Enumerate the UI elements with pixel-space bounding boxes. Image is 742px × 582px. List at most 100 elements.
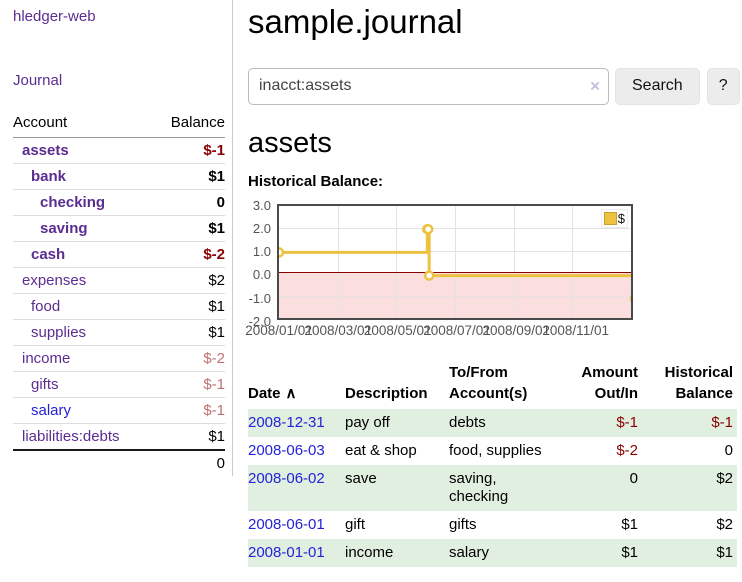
account-link-cash[interactable]: cash [31, 246, 66, 263]
register-row: 2008-06-03 eat & shop food, supplies $-2… [248, 437, 737, 465]
x-tick-label: 2008/09/01 [482, 322, 551, 338]
sidebar: hledger-web Journal Account Balance asse… [0, 0, 233, 476]
account-link-gifts[interactable]: gifts [31, 376, 59, 393]
transaction-account: food, supplies [449, 441, 542, 459]
register-row: 2008-12-31 pay off debts $-1 $-1 [248, 408, 737, 437]
accounts-table: Account Balance assets $-1 bank $1 check… [13, 110, 225, 476]
transaction-description: income [345, 538, 449, 567]
account-row: supplies $1 [13, 319, 225, 346]
register-header-amount: Amount Out/In [581, 363, 638, 402]
account-link-salary[interactable]: salary [31, 402, 72, 419]
register-table: Date ∧ Description To/From Account(s) Amo… [248, 360, 737, 567]
y-tick-label: -2.0 [248, 313, 271, 329]
plot-area: $ [277, 203, 633, 320]
transaction-balance: $2 [716, 515, 733, 533]
account-balance: $-1 [153, 371, 225, 398]
y-tick-label: 2.0 [252, 220, 271, 236]
chart-svg [279, 223, 631, 303]
brand-link[interactable]: hledger-web [13, 8, 96, 25]
chart-section-label: Historical Balance: [248, 172, 384, 190]
gridline [337, 205, 339, 318]
account-link-supplies[interactable]: supplies [31, 324, 87, 341]
transaction-date-link[interactable]: 2008-12-31 [248, 413, 325, 431]
account-link-income[interactable]: income [22, 350, 71, 367]
x-tick-label: 2008/11/01 [542, 322, 609, 338]
accounts-header-account: Account [13, 110, 154, 138]
register-row: 2008-01-01 income salary $1 $1 [248, 538, 737, 567]
clear-search-icon[interactable]: × [590, 76, 600, 96]
account-balance: $1 [153, 319, 225, 346]
transaction-amount: 0 [559, 464, 642, 511]
account-balance: $-1 [203, 142, 225, 159]
account-heading: assets [248, 126, 332, 159]
register-row: 2008-06-01 gift gifts $1 $2 [248, 511, 737, 539]
account-balance: $1 [153, 215, 225, 242]
transaction-date-link[interactable]: 2008-06-02 [248, 469, 325, 487]
transaction-balance: $2 [642, 464, 737, 511]
account-link-checking[interactable]: checking [40, 194, 106, 211]
account-link-bank[interactable]: bank [31, 168, 67, 185]
historical-balance-chart: 3.0 2.0 1.0 0.0 -1.0 -2.0 [245, 198, 637, 338]
x-axis-labels: 2008/01/01 2008/03/01 2008/05/01 2008/07… [245, 320, 637, 338]
page-title: sample.journal [248, 3, 463, 40]
account-link-expenses[interactable]: expenses [22, 272, 87, 289]
account-balance: $1 [153, 163, 225, 190]
transaction-account: salary [449, 538, 559, 567]
transaction-description: pay off [345, 408, 449, 437]
transaction-amount: $1 [621, 515, 638, 533]
x-tick-label: 2008/05/01 [363, 322, 432, 338]
account-row: gifts $-1 [13, 371, 225, 398]
account-row: bank $1 [13, 163, 225, 190]
y-tick-label: 3.0 [252, 197, 271, 213]
app: hledger-web Journal Account Balance asse… [0, 0, 742, 567]
account-link-food[interactable]: food [31, 298, 61, 315]
transaction-account: gifts [449, 515, 477, 533]
search-button[interactable]: Search [615, 67, 700, 105]
transaction-date-link[interactable]: 2008-06-03 [248, 441, 325, 459]
transaction-account: debts [449, 408, 559, 437]
legend-swatch-icon [603, 211, 617, 225]
transaction-amount: $1 [559, 538, 642, 567]
main-content: sample.journal × Search ? assets Histori… [233, 0, 742, 567]
transaction-description: eat & shop [345, 441, 417, 459]
register-header-description: Description [345, 384, 428, 402]
transaction-amount: $-1 [559, 408, 642, 437]
gridline [279, 228, 631, 230]
account-balance: $-2 [153, 345, 225, 372]
account-row: food $1 [13, 293, 225, 320]
y-tick-label: 0.0 [252, 266, 271, 282]
transaction-description: save [345, 464, 449, 511]
account-row: salary $-1 [13, 397, 225, 424]
help-button[interactable]: ? [706, 67, 740, 105]
sidebar-item-journal[interactable]: Journal [13, 72, 63, 89]
register-header-date[interactable]: Date ∧ [248, 360, 345, 409]
x-tick-label: 2008/03/01 [304, 322, 373, 338]
search-form: × Search ? [248, 67, 740, 105]
account-link-saving[interactable]: saving [40, 220, 88, 237]
transaction-date-link[interactable]: 2008-01-01 [248, 543, 325, 561]
account-link-liabilities-debts[interactable]: liabilities:debts [22, 428, 120, 445]
accounts-header-balance: Balance [153, 110, 225, 138]
account-row: assets $-1 [13, 138, 225, 164]
gridline [513, 205, 515, 318]
chart-legend: $ [600, 208, 628, 228]
account-row: expenses $2 [13, 267, 225, 294]
account-balance: $1 [153, 293, 225, 320]
account-balance: $1 [153, 423, 225, 450]
transaction-account: saving, checking [449, 464, 559, 511]
gridline [279, 250, 631, 252]
gridline [396, 205, 398, 318]
transaction-balance: 0 [724, 441, 733, 459]
transaction-date-link[interactable]: 2008-06-01 [248, 515, 325, 533]
transaction-amount: $-2 [616, 441, 638, 459]
transaction-balance: $-1 [642, 408, 737, 437]
accounts-total-value: 0 [153, 449, 225, 476]
register-header-balance: Historical Balance [664, 363, 733, 402]
search-input[interactable] [248, 67, 609, 105]
account-row: saving $1 [13, 215, 225, 242]
account-balance: $-2 [153, 241, 225, 268]
register-row: 2008-06-02 save saving, checking 0 $2 [248, 464, 737, 511]
date-header-label: Date [248, 384, 281, 402]
register-header-account: To/From Account(s) [449, 363, 528, 402]
account-link-assets[interactable]: assets [22, 142, 69, 159]
